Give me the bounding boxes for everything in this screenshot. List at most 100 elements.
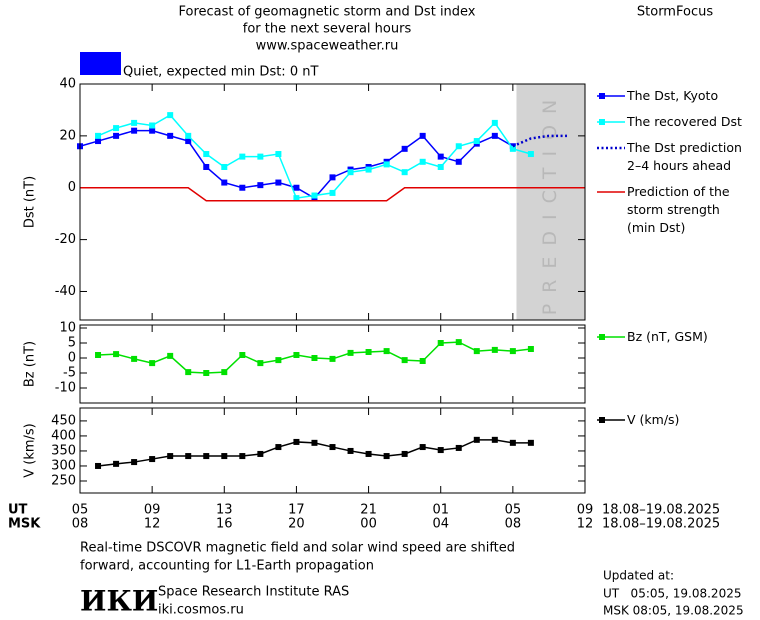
subtitle: for the next several hours [243,22,412,37]
updated-msk: MSK 08:05, 19.08.2025 [603,604,744,618]
data-point [185,369,192,376]
legend-entry: The recovered Dst [597,113,742,131]
y-tick-label: -5 [63,366,76,381]
legend-symbol [597,146,625,150]
x-tick-label: 12 [144,517,161,532]
x-tick-label: 20 [288,517,305,532]
legend-marker [599,417,605,423]
data-point [473,348,480,355]
plot-frame [79,324,586,404]
data-point [455,339,462,346]
legend-label: V (km/s) [627,412,680,427]
legend-label: The Dst, Kyoto [627,88,719,103]
legend-entry: The Dst prediction 2–4 hours ahead [597,139,742,175]
title: Forecast of geomagnetic storm and Dst in… [178,5,475,20]
x-tick-label: 17 [288,503,305,518]
data-point [293,184,300,191]
x-tick-label: 09 [577,503,594,518]
legend-marker [599,119,605,125]
legend-marker [599,334,605,340]
data-point [185,132,192,139]
data-point [257,450,264,457]
data-point [419,444,426,451]
y-tick-label: -40 [55,284,76,299]
y-axis-label: V (km/s) [23,423,38,478]
website: www.spaceweather.ru [256,39,399,54]
data-point [167,112,174,119]
legend-label: The recovered Dst [627,114,742,129]
series-line [97,114,532,199]
data-point [131,127,138,134]
data-point [275,151,282,158]
y-axis-label: Dst (nT) [23,176,38,228]
data-point [113,132,120,139]
data-point [437,153,444,160]
data-point [95,462,102,469]
data-point [95,138,102,145]
y-tick-label: -20 [55,232,76,247]
data-point [257,360,264,367]
data-point [311,355,318,361]
data-point [455,158,462,165]
status-text: Quiet, expected min Dst: 0 nT [123,65,318,80]
data-point [257,182,264,189]
data-point [401,357,408,364]
data-point [491,119,498,126]
data-point [95,352,102,358]
y-tick-label: 300 [51,458,76,473]
data-point [527,439,534,446]
data-point [221,453,228,460]
data-point [275,357,282,364]
y-tick-label: 10 [59,321,76,336]
legend-symbol [597,93,625,99]
data-point [203,453,210,460]
prediction-label: PREDICTION [539,89,561,316]
data-point [221,179,228,186]
data-point [311,192,318,199]
data-point [131,355,138,362]
y-tick-label: 0 [68,351,76,366]
legend-entry: The Dst, Kyoto [597,87,742,105]
updated-label: Updated at: [603,569,674,583]
data-point [437,340,444,346]
data-point [221,369,228,376]
legend-label: Bz (nT, GSM) [627,329,708,344]
brand: StormFocus [637,5,713,20]
institute-url: iki.cosmos.ru [158,603,244,618]
data-point [527,346,534,352]
data-point [275,444,282,451]
data-point [437,163,444,170]
data-point [239,352,246,358]
data-point [347,349,354,356]
y-axis-label: Bz (nT) [23,341,38,387]
data-point [419,132,426,139]
legend-symbol [597,119,625,125]
data-point [437,447,444,454]
data-point [131,459,138,466]
data-point [455,444,462,451]
data-point [455,143,462,150]
y-tick-label: 450 [51,413,76,428]
x-tick-label: 09 [144,503,161,518]
data-point [473,436,480,443]
y-tick-label: -10 [55,381,76,396]
legend-marker [599,93,605,99]
note: Real-time DSCOVR magnetic field and sola… [80,541,515,556]
data-point [167,132,174,139]
data-point [203,151,210,158]
data-point [149,122,156,129]
data-point [95,132,102,139]
data-point [527,151,534,158]
data-point [185,138,192,145]
legend-label: Prediction of the storm strength (min Ds… [627,184,730,235]
x-tick-label: 04 [432,517,449,532]
data-point [203,163,210,170]
data-point [365,349,372,355]
data-point [185,453,192,460]
data-point [203,370,210,376]
y-tick-label: 250 [51,473,76,488]
data-point [473,138,480,145]
legend-symbol [597,334,625,340]
note: forward, accounting for L1-Earth propaga… [80,559,374,574]
data-point [167,352,174,359]
